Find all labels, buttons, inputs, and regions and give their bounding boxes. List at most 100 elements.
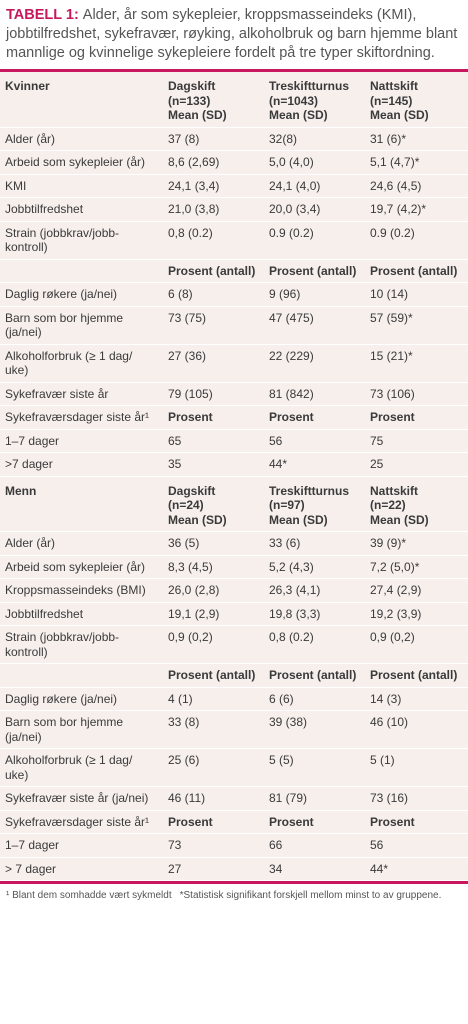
column-header-line: Mean (SD): [168, 108, 227, 122]
table-row: Kroppsmasseindeks (BMI) 26,0 (2,8) 26,3 (4…: [0, 579, 468, 603]
cell: Prosent: [269, 814, 314, 829]
cell: Prosent: [269, 410, 314, 424]
cell: 66: [269, 838, 283, 852]
header-row: Menn Dagskift (n=24) Mean (SD) Treskiftturnu…: [0, 477, 468, 532]
cell: 5,1 (4,7)*: [370, 155, 420, 169]
row-label: 1–7 dager: [5, 838, 60, 852]
table-row: Sykefraværsdager siste år¹ Prosent Prosent…: [0, 406, 468, 430]
cell: 56: [269, 433, 283, 448]
table-row: Alder (år) 37 (8) 32(8) 31 (6)*: [0, 128, 468, 151]
row-label: Sykefraværsdager siste år¹: [5, 410, 150, 424]
cell: 39 (9)*: [370, 536, 407, 550]
cell: Prosent: [168, 410, 213, 424]
table-row: Alkoholforbruk (≥ 1 dag/ uke) 25 (6) 5 (5)…: [0, 749, 468, 787]
row-label: Alder (år): [5, 131, 56, 146]
table-row: 1–7 dager 65 56 75: [0, 430, 468, 453]
row-label: KMI: [5, 178, 27, 193]
table: Kvinner Dagskift (n=133) Mean (SD) Treskiftt…: [0, 72, 468, 881]
table-row: Barn som bor hjemme (ja/nei) 73 (75) 47 (4…: [0, 307, 468, 345]
cell: 0,9 (0,2): [370, 630, 415, 644]
cell: 15 (21)*: [370, 348, 413, 363]
cell: 19,1 (2,9): [168, 606, 220, 621]
row-label: Sykefraværsdager siste år¹: [5, 814, 150, 829]
group-label: Kvinner: [5, 79, 50, 93]
table-row: Jobbtilfredshet 19,1 (2,9) 19,8 (3,3) 19,2 …: [0, 603, 468, 626]
cell: 27: [168, 861, 182, 876]
table-row: Daglig røkere (ja/nei) 6 (8) 9 (96) 10 (14): [0, 283, 468, 307]
cell: 46 (11): [168, 791, 206, 805]
cell: 5,2 (4,3): [269, 559, 314, 574]
cell: 26,0 (2,8): [168, 583, 220, 597]
table-row: Arbeid som sykepleier (år) 8,6 (2,69) 5,0 …: [0, 151, 468, 175]
row-label: 1–7 dager: [5, 433, 60, 448]
row-label: [0, 260, 163, 283]
column-header-line: Dagskift: [168, 483, 216, 498]
column-header-line: (n=1043): [269, 93, 319, 108]
cell: 37 (8): [168, 131, 200, 146]
cell: 44*: [370, 861, 389, 876]
cell: 73 (16): [370, 791, 409, 805]
cell: Prosent (antall): [168, 263, 256, 278]
cell: 81 (842): [269, 386, 314, 401]
cell: Prosent: [168, 814, 213, 829]
cell: 32(8): [269, 131, 298, 146]
cell: 22 (229): [269, 348, 314, 363]
cell: 19,7 (4,2)*: [370, 202, 427, 216]
cell: 47 (475): [269, 310, 314, 325]
column-header: Nattskift (n=22) Mean (SD): [365, 480, 466, 532]
footnote: *Statistisk signifikant forskjell mellom…: [179, 890, 442, 901]
cell: 6 (8): [168, 287, 193, 301]
row-label: Jobbtilfredshet: [5, 606, 84, 621]
cell: 25 (6): [168, 753, 200, 767]
cell: 8,6 (2,69): [168, 155, 220, 169]
footnote: ¹ Blant dem somhadde vært sykmeldt: [6, 890, 172, 901]
column-header-line: Nattskift: [370, 79, 419, 93]
cell: 73 (75): [168, 310, 207, 325]
row-label: Arbeid som sykepleier (år): [5, 155, 146, 169]
column-header: Nattskift (n=145) Mean (SD): [365, 75, 466, 127]
row-label: Alder (år): [5, 536, 56, 550]
column-header: Dagskift (n=24) Mean (SD): [163, 480, 264, 532]
cell: 33 (6): [269, 536, 301, 550]
table-row: Barn som bor hjemme (ja/nei) 33 (8) 39 (38…: [0, 711, 468, 749]
column-header-line: Mean (SD): [370, 512, 429, 527]
column-header-line: (n=133): [168, 93, 211, 108]
table-row: >7 dager 35 44* 25: [0, 453, 468, 477]
cell: 8,3 (4,5): [168, 559, 213, 574]
cell: 65: [168, 433, 182, 448]
row-label: Sykefravær siste år (ja/nei): [5, 791, 149, 805]
table-row: Alkoholforbruk (≥ 1 dag/ uke) 27 (36) 22 (…: [0, 345, 468, 383]
cell: 25: [370, 457, 384, 471]
row-label: > 7 dager: [5, 861, 57, 876]
cell: 24,6 (4,5): [370, 178, 422, 193]
column-header-line: Treskiftturnus: [269, 79, 350, 93]
cell: 35: [168, 457, 182, 471]
row-label: Barn som bor hjemme (ja/nei): [5, 310, 124, 340]
column-header-line: (n=24): [168, 498, 204, 512]
column-header-line: Nattskift: [370, 483, 419, 498]
cell: 27,4 (2,9): [370, 583, 422, 597]
cell: 24,1 (4,0): [269, 178, 321, 193]
cell: 36 (5): [168, 536, 200, 550]
cell: Prosent (antall): [370, 263, 458, 278]
cell: 9 (96): [269, 287, 301, 301]
table-row: Jobbtilfredshet 21,0 (3,8) 20,0 (3,4) 19,7 …: [0, 198, 468, 222]
row-label: Jobbtilfredshet: [5, 202, 84, 216]
cell: 0,8 (0.2): [269, 630, 314, 644]
cell: Prosent (antall): [269, 263, 357, 278]
column-header-line: Mean (SD): [168, 512, 227, 527]
table-row: > 7 dager 27 34 44*: [0, 858, 468, 881]
table-row: Sykefravær siste år (ja/nei) 46 (11) 81 (7…: [0, 787, 468, 811]
table-title: TABELL 1: Alder, år som sykepleier, kropp…: [0, 0, 468, 72]
cell: Prosent (antall): [168, 668, 256, 682]
row-label: Strain (jobbkrav/jobb-kontroll): [5, 630, 120, 659]
column-header-line: Treskiftturnus: [269, 483, 350, 498]
cell: 4 (1): [168, 691, 193, 706]
column-header: Treskiftturnus (n=1043) Mean (SD): [264, 75, 365, 127]
column-header-line: (n=97): [269, 498, 305, 512]
row-label: Kroppsmasseindeks (BMI): [5, 583, 146, 597]
table-row: Sykefravær siste år 79 (105) 81 (842) 73 (1…: [0, 383, 468, 406]
cell: 7,2 (5,0)*: [370, 559, 420, 574]
cell: 5 (5): [269, 753, 294, 767]
row-label: Alkoholforbruk (≥ 1 dag/ uke): [5, 348, 133, 378]
